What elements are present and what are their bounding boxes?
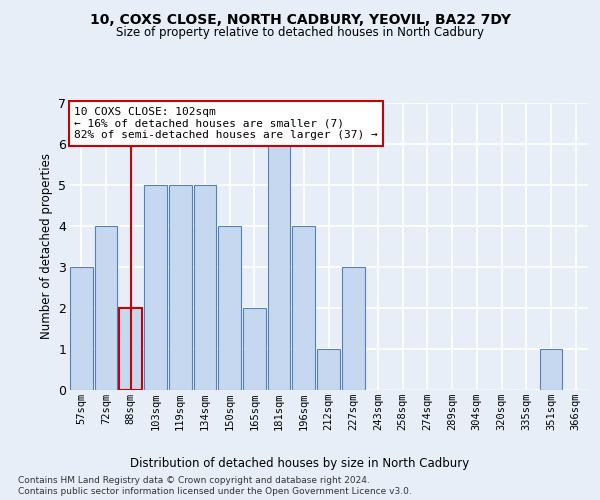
Bar bbox=[539, 349, 562, 390]
Text: Contains HM Land Registry data © Crown copyright and database right 2024.: Contains HM Land Registry data © Crown c… bbox=[18, 476, 370, 485]
Bar bbox=[119, 308, 142, 390]
Bar bbox=[243, 308, 266, 390]
Text: Distribution of detached houses by size in North Cadbury: Distribution of detached houses by size … bbox=[130, 458, 470, 470]
Text: Contains public sector information licensed under the Open Government Licence v3: Contains public sector information licen… bbox=[18, 488, 412, 496]
Bar bbox=[70, 267, 93, 390]
Bar bbox=[144, 184, 167, 390]
Bar bbox=[218, 226, 241, 390]
Text: 10, COXS CLOSE, NORTH CADBURY, YEOVIL, BA22 7DY: 10, COXS CLOSE, NORTH CADBURY, YEOVIL, B… bbox=[89, 12, 511, 26]
Bar bbox=[342, 267, 365, 390]
Text: Size of property relative to detached houses in North Cadbury: Size of property relative to detached ho… bbox=[116, 26, 484, 39]
Bar bbox=[292, 226, 315, 390]
Bar bbox=[194, 184, 216, 390]
Y-axis label: Number of detached properties: Number of detached properties bbox=[40, 153, 53, 340]
Bar bbox=[268, 144, 290, 390]
Text: 10 COXS CLOSE: 102sqm
← 16% of detached houses are smaller (7)
82% of semi-detac: 10 COXS CLOSE: 102sqm ← 16% of detached … bbox=[74, 107, 378, 140]
Bar bbox=[169, 184, 191, 390]
Bar bbox=[95, 226, 118, 390]
Bar bbox=[317, 349, 340, 390]
